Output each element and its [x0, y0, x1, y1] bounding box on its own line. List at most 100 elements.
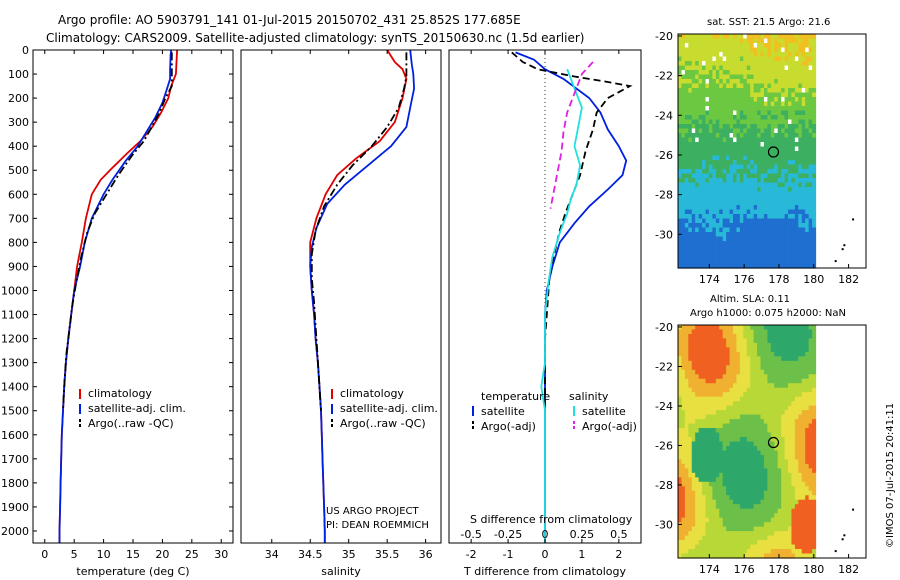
- map-cell: [705, 428, 710, 434]
- map-cell: [812, 146, 817, 152]
- map-cell: [791, 428, 796, 434]
- map-cell: [753, 410, 758, 416]
- map-cell: [791, 151, 796, 157]
- map-cell: [784, 351, 789, 357]
- map-cell: [770, 490, 775, 496]
- map-cell: [698, 245, 703, 251]
- map-cell: [791, 74, 796, 80]
- map-cell: [698, 342, 703, 348]
- map-cell: [767, 151, 772, 157]
- map-cell: [691, 396, 696, 402]
- map-cell: [794, 38, 799, 44]
- map-cell: [788, 513, 793, 519]
- map-cell: [695, 43, 700, 49]
- map-cell: [733, 254, 738, 260]
- map-cell: [784, 106, 789, 112]
- map-cell: [805, 205, 810, 211]
- map-cell: [774, 74, 779, 80]
- map-cell: [678, 428, 683, 434]
- map-cell: [798, 540, 803, 546]
- map-cell: [691, 477, 696, 483]
- map-cell: [739, 74, 744, 80]
- map-cell: [726, 549, 731, 555]
- map-cell: [739, 325, 744, 331]
- map-cell: [767, 101, 772, 107]
- map-cell: [715, 369, 720, 375]
- map-cell: [739, 419, 744, 425]
- map-cell: [794, 151, 799, 157]
- map-cell: [812, 419, 817, 425]
- map-cell: [812, 241, 817, 247]
- map-cell: [691, 151, 696, 157]
- map-cell: [678, 196, 683, 202]
- map-cell: [746, 423, 751, 429]
- map-cell: [788, 52, 793, 58]
- map-cell: [691, 236, 696, 242]
- map-cell: [801, 232, 806, 238]
- map-cell: [770, 405, 775, 411]
- map-cell: [767, 70, 772, 76]
- map-cell: [801, 454, 806, 461]
- map-cell: [698, 360, 703, 366]
- map-cell: [736, 338, 741, 344]
- map-cell: [695, 374, 700, 380]
- map-cell: [805, 47, 810, 53]
- map-cell: [760, 396, 765, 402]
- map-cell: [691, 200, 696, 206]
- map-cell: [757, 329, 762, 335]
- map-cell: [695, 133, 700, 139]
- map-cell: [774, 414, 779, 420]
- map-cell: [708, 499, 713, 505]
- map-cell: [791, 329, 796, 335]
- map-cell: [798, 164, 803, 170]
- map-cell: [681, 369, 686, 375]
- map-cell: [698, 454, 703, 461]
- map-cell: [688, 374, 693, 380]
- map-cell: [753, 191, 758, 197]
- map-cell: [805, 61, 810, 67]
- map-cell: [805, 342, 810, 348]
- map-cell: [801, 392, 806, 398]
- map-cell: [739, 522, 744, 528]
- map-cell: [729, 47, 734, 53]
- island: [852, 508, 855, 511]
- map-cell: [794, 52, 799, 58]
- y-tick-label: 100: [8, 68, 29, 81]
- map-cell: [715, 236, 720, 242]
- map-cell: [777, 549, 782, 555]
- map-cell: [788, 414, 793, 420]
- map-cell: [705, 209, 710, 215]
- map-cell: [743, 209, 748, 215]
- map-cell: [705, 477, 710, 483]
- map-cell: [719, 155, 724, 161]
- map-cell: [763, 263, 768, 269]
- map-cell: [702, 196, 707, 202]
- map-cell: [805, 83, 810, 89]
- map-cell: [805, 79, 810, 85]
- map-cell: [684, 169, 689, 175]
- map-cell: [715, 79, 720, 85]
- map-cell: [791, 47, 796, 53]
- map-cell: [681, 43, 686, 49]
- map-cell: [719, 43, 724, 49]
- map-cell: [760, 34, 765, 40]
- map-cell: [770, 526, 775, 532]
- map-cell: [788, 549, 793, 555]
- map-cell: [733, 472, 738, 478]
- map-cell: [784, 526, 789, 532]
- map-cell: [746, 214, 751, 220]
- map-cell: [781, 124, 786, 130]
- map-cell: [726, 432, 731, 438]
- map-cell: [705, 531, 710, 537]
- map-cell: [726, 245, 731, 251]
- map-cell: [722, 549, 727, 555]
- map-cell: [770, 223, 775, 229]
- map-cell: [678, 535, 683, 541]
- map-cell: [784, 441, 789, 447]
- map-cell: [688, 423, 693, 429]
- map-cell: [788, 517, 793, 523]
- map-cell: [684, 155, 689, 161]
- map-cell: [750, 74, 755, 80]
- map-cell: [750, 119, 755, 125]
- map-cell: [798, 169, 803, 175]
